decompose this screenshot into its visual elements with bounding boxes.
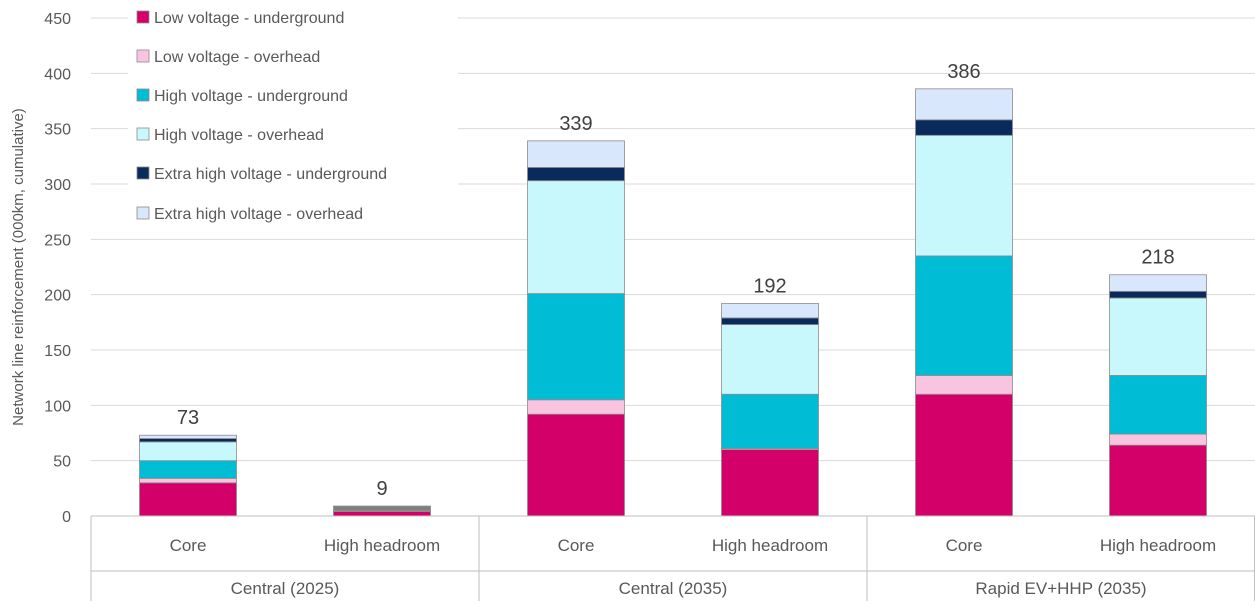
bar-4-high-voltage-overhead [915, 134, 1013, 257]
legend-label-0: Low voltage - underground [154, 10, 344, 27]
y-tick-label-50: 50 [53, 454, 71, 471]
bar-2-high-voltage-underground [527, 293, 625, 401]
legend-label-5: Extra high voltage - overhead [154, 206, 363, 223]
total-label-2: 339 [559, 113, 592, 135]
bar-2-extra-high-voltage-overhead [527, 140, 625, 168]
legend-swatch-2 [136, 88, 150, 102]
bar-2-low-voltage-overhead [527, 399, 625, 415]
y-axis-label: Network line reinforcement (000km, cumul… [10, 108, 27, 426]
bar-1-low-voltage-underground [333, 511, 431, 517]
y-tick-label-350: 350 [44, 122, 71, 139]
group-label-0: Central (2025) [231, 579, 340, 598]
bar-3-low-voltage-underground [721, 449, 819, 517]
legend-swatch-4 [136, 166, 150, 180]
bar-0-low-voltage-overhead [139, 477, 237, 484]
legend-background [128, 4, 458, 226]
total-label-1: 9 [376, 478, 387, 500]
category-label-5: High headroom [1100, 536, 1216, 555]
bar-5-high-voltage-overhead [1109, 297, 1207, 376]
legend-swatch-3 [136, 127, 150, 141]
category-label-4: Core [946, 536, 983, 555]
group-label-2: Rapid EV+HHP (2035) [975, 579, 1146, 598]
bar-0-extra-high-voltage-underground [139, 438, 237, 443]
bar-5-low-voltage-underground [1109, 444, 1207, 517]
legend-swatch-1 [136, 49, 150, 63]
total-label-0: 73 [177, 407, 199, 429]
bar-5-extra-high-voltage-overhead [1109, 274, 1207, 292]
group-label-1: Central (2035) [619, 579, 728, 598]
bar-3-high-voltage-underground [721, 393, 819, 449]
bar-4-extra-high-voltage-overhead [915, 88, 1013, 121]
bar-4-high-voltage-underground [915, 255, 1013, 376]
y-tick-label-400: 400 [44, 66, 71, 83]
bar-4-low-voltage-overhead [915, 375, 1013, 395]
total-label-5: 218 [1141, 247, 1174, 269]
legend-swatch-0 [136, 10, 150, 24]
category-label-3: High headroom [712, 536, 828, 555]
total-label-3: 192 [753, 276, 786, 298]
bar-3-extra-high-voltage-overhead [721, 303, 819, 319]
legend-label-4: Extra high voltage - underground [154, 166, 387, 183]
bar-0-low-voltage-underground [139, 482, 237, 517]
bar-5-extra-high-voltage-underground [1109, 290, 1207, 299]
bar-2-high-voltage-overhead [527, 180, 625, 294]
category-label-1: High headroom [324, 536, 440, 555]
bar-0-high-voltage-underground [139, 460, 237, 479]
y-tick-label-150: 150 [44, 343, 71, 360]
bar-5-high-voltage-underground [1109, 375, 1207, 435]
bar-4-low-voltage-underground [915, 393, 1013, 517]
y-tick-label-450: 450 [44, 11, 71, 28]
bar-5-low-voltage-overhead [1109, 433, 1207, 446]
bar-2-extra-high-voltage-underground [527, 166, 625, 182]
bar-2-low-voltage-underground [527, 413, 625, 517]
bar-0-high-voltage-overhead [139, 441, 237, 462]
y-tick-label-300: 300 [44, 177, 71, 194]
legend-label-3: High voltage - overhead [154, 127, 324, 144]
legend-label-1: Low voltage - overhead [154, 49, 320, 66]
y-tick-label-200: 200 [44, 288, 71, 305]
category-label-2: Core [558, 536, 595, 555]
legend-label-2: High voltage - underground [154, 88, 348, 105]
y-tick-label-0: 0 [62, 509, 71, 526]
category-label-0: Core [170, 536, 207, 555]
bar-3-extra-high-voltage-underground [721, 317, 819, 325]
total-label-4: 386 [947, 61, 980, 83]
legend-swatch-5 [136, 206, 150, 220]
bar-4-extra-high-voltage-underground [915, 119, 1013, 136]
y-tick-label-100: 100 [44, 398, 71, 415]
bar-1-extra-high-voltage-overhead [333, 505, 431, 511]
y-tick-label-250: 250 [44, 232, 71, 249]
bar-0-extra-high-voltage-overhead [139, 434, 237, 439]
bar-3-high-voltage-overhead [721, 324, 819, 395]
